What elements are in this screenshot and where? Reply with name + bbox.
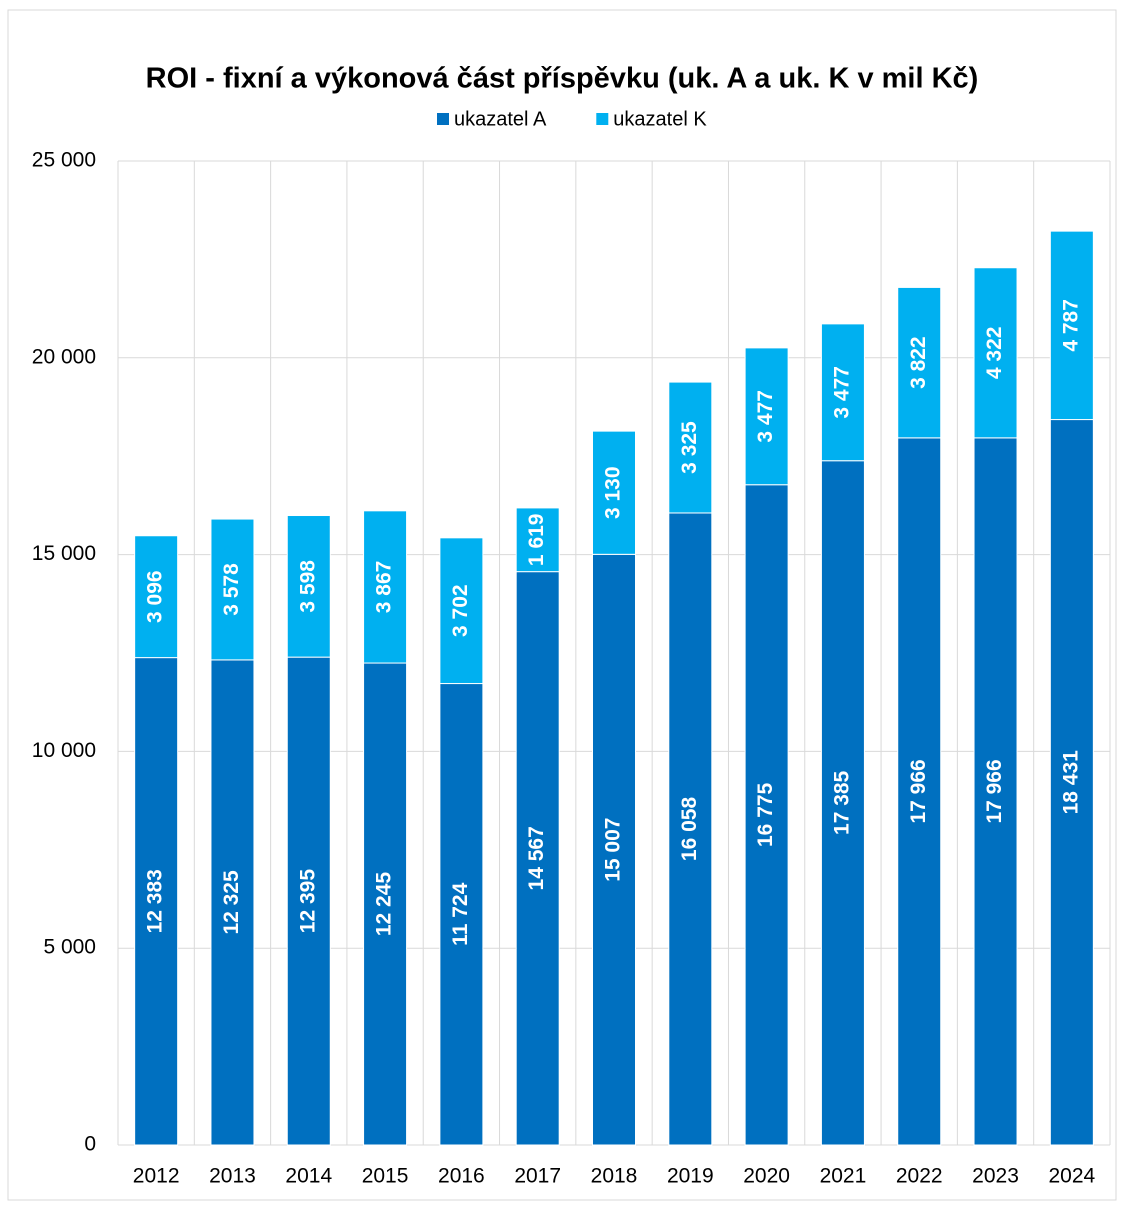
bar-segment	[820, 323, 865, 462]
x-tick-label: 2020	[743, 1165, 790, 1188]
bar-segment	[439, 537, 484, 685]
x-tick-label: 2021	[820, 1165, 867, 1188]
x-tick-label: 2022	[896, 1165, 943, 1188]
bar-segment	[668, 381, 713, 514]
bar-segment	[1049, 230, 1094, 421]
data-label: 12 383	[144, 869, 167, 933]
x-tick-label: 2015	[362, 1165, 409, 1188]
bar-segment	[744, 484, 789, 1146]
bar-segment	[744, 347, 789, 486]
data-label: 4 787	[1059, 299, 1082, 352]
bar-segment	[210, 659, 255, 1146]
bar-segment	[820, 460, 865, 1146]
data-label: 18 431	[1059, 750, 1082, 815]
bar-segment	[897, 286, 942, 439]
bar-segment	[439, 683, 484, 1146]
x-tick-label: 2014	[285, 1165, 332, 1188]
data-label: 16 775	[754, 782, 777, 847]
legend-label: ukazatel A	[454, 108, 547, 130]
x-tick-label: 2024	[1048, 1165, 1095, 1188]
data-label: 12 395	[296, 869, 319, 934]
bar-segment	[897, 437, 942, 1146]
x-tick-label: 2018	[591, 1165, 638, 1188]
data-label: 16 058	[678, 797, 701, 862]
y-tick-label: 5 000	[43, 936, 96, 959]
y-tick-label: 15 000	[32, 542, 96, 565]
data-label: 1 619	[525, 513, 548, 566]
y-tick-label: 25 000	[32, 149, 96, 172]
data-label: 3 822	[907, 336, 930, 389]
bar-segment	[515, 571, 560, 1146]
x-tick-label: 2013	[209, 1165, 256, 1188]
data-label: 17 385	[830, 770, 853, 835]
data-label: 3 477	[830, 366, 853, 419]
y-tick-label: 20 000	[32, 345, 96, 368]
data-label: 3 096	[144, 570, 167, 623]
y-tick-label: 0	[84, 1133, 96, 1156]
legend-swatch	[437, 113, 449, 125]
data-label: 14 567	[525, 826, 548, 890]
legend-label: ukazatel K	[613, 108, 707, 130]
data-label: 11 724	[449, 882, 472, 945]
data-label: 3 598	[296, 560, 319, 613]
data-label: 3 867	[373, 561, 396, 614]
bar-segment	[363, 510, 408, 664]
bar-segment	[973, 267, 1018, 439]
data-label: 3 702	[449, 584, 472, 637]
data-label: 15 007	[602, 818, 625, 882]
data-label: 17 966	[983, 759, 1006, 823]
bar-segment	[592, 430, 636, 555]
bar-segment	[1049, 419, 1094, 1146]
data-label: 3 477	[754, 390, 777, 443]
bar-segment	[286, 515, 331, 658]
data-label: 3 130	[602, 466, 625, 519]
bar-segment	[668, 512, 713, 1146]
bar-segment	[363, 662, 408, 1146]
data-label: 12 325	[220, 870, 243, 935]
y-tick-label: 10 000	[32, 739, 96, 762]
bar-segment	[286, 656, 331, 1146]
data-label: 4 322	[983, 327, 1006, 380]
x-tick-label: 2016	[438, 1165, 485, 1188]
chart-title: ROI - fixní a výkonová část příspěvku (u…	[146, 63, 979, 95]
bar-segment	[134, 657, 179, 1146]
data-label: 3 578	[220, 563, 243, 616]
data-label: 12 245	[373, 872, 396, 937]
x-tick-label: 2012	[133, 1165, 180, 1188]
x-tick-label: 2017	[514, 1165, 561, 1188]
x-tick-label: 2023	[972, 1165, 1019, 1188]
data-label: 17 966	[907, 759, 930, 823]
bar-segment	[592, 553, 636, 1146]
x-tick-label: 2019	[667, 1165, 714, 1188]
bar-segment	[134, 535, 179, 659]
bar-segment	[210, 518, 255, 661]
legend-swatch	[596, 113, 609, 125]
bar-segment	[515, 507, 560, 573]
data-label: 3 325	[678, 421, 701, 474]
